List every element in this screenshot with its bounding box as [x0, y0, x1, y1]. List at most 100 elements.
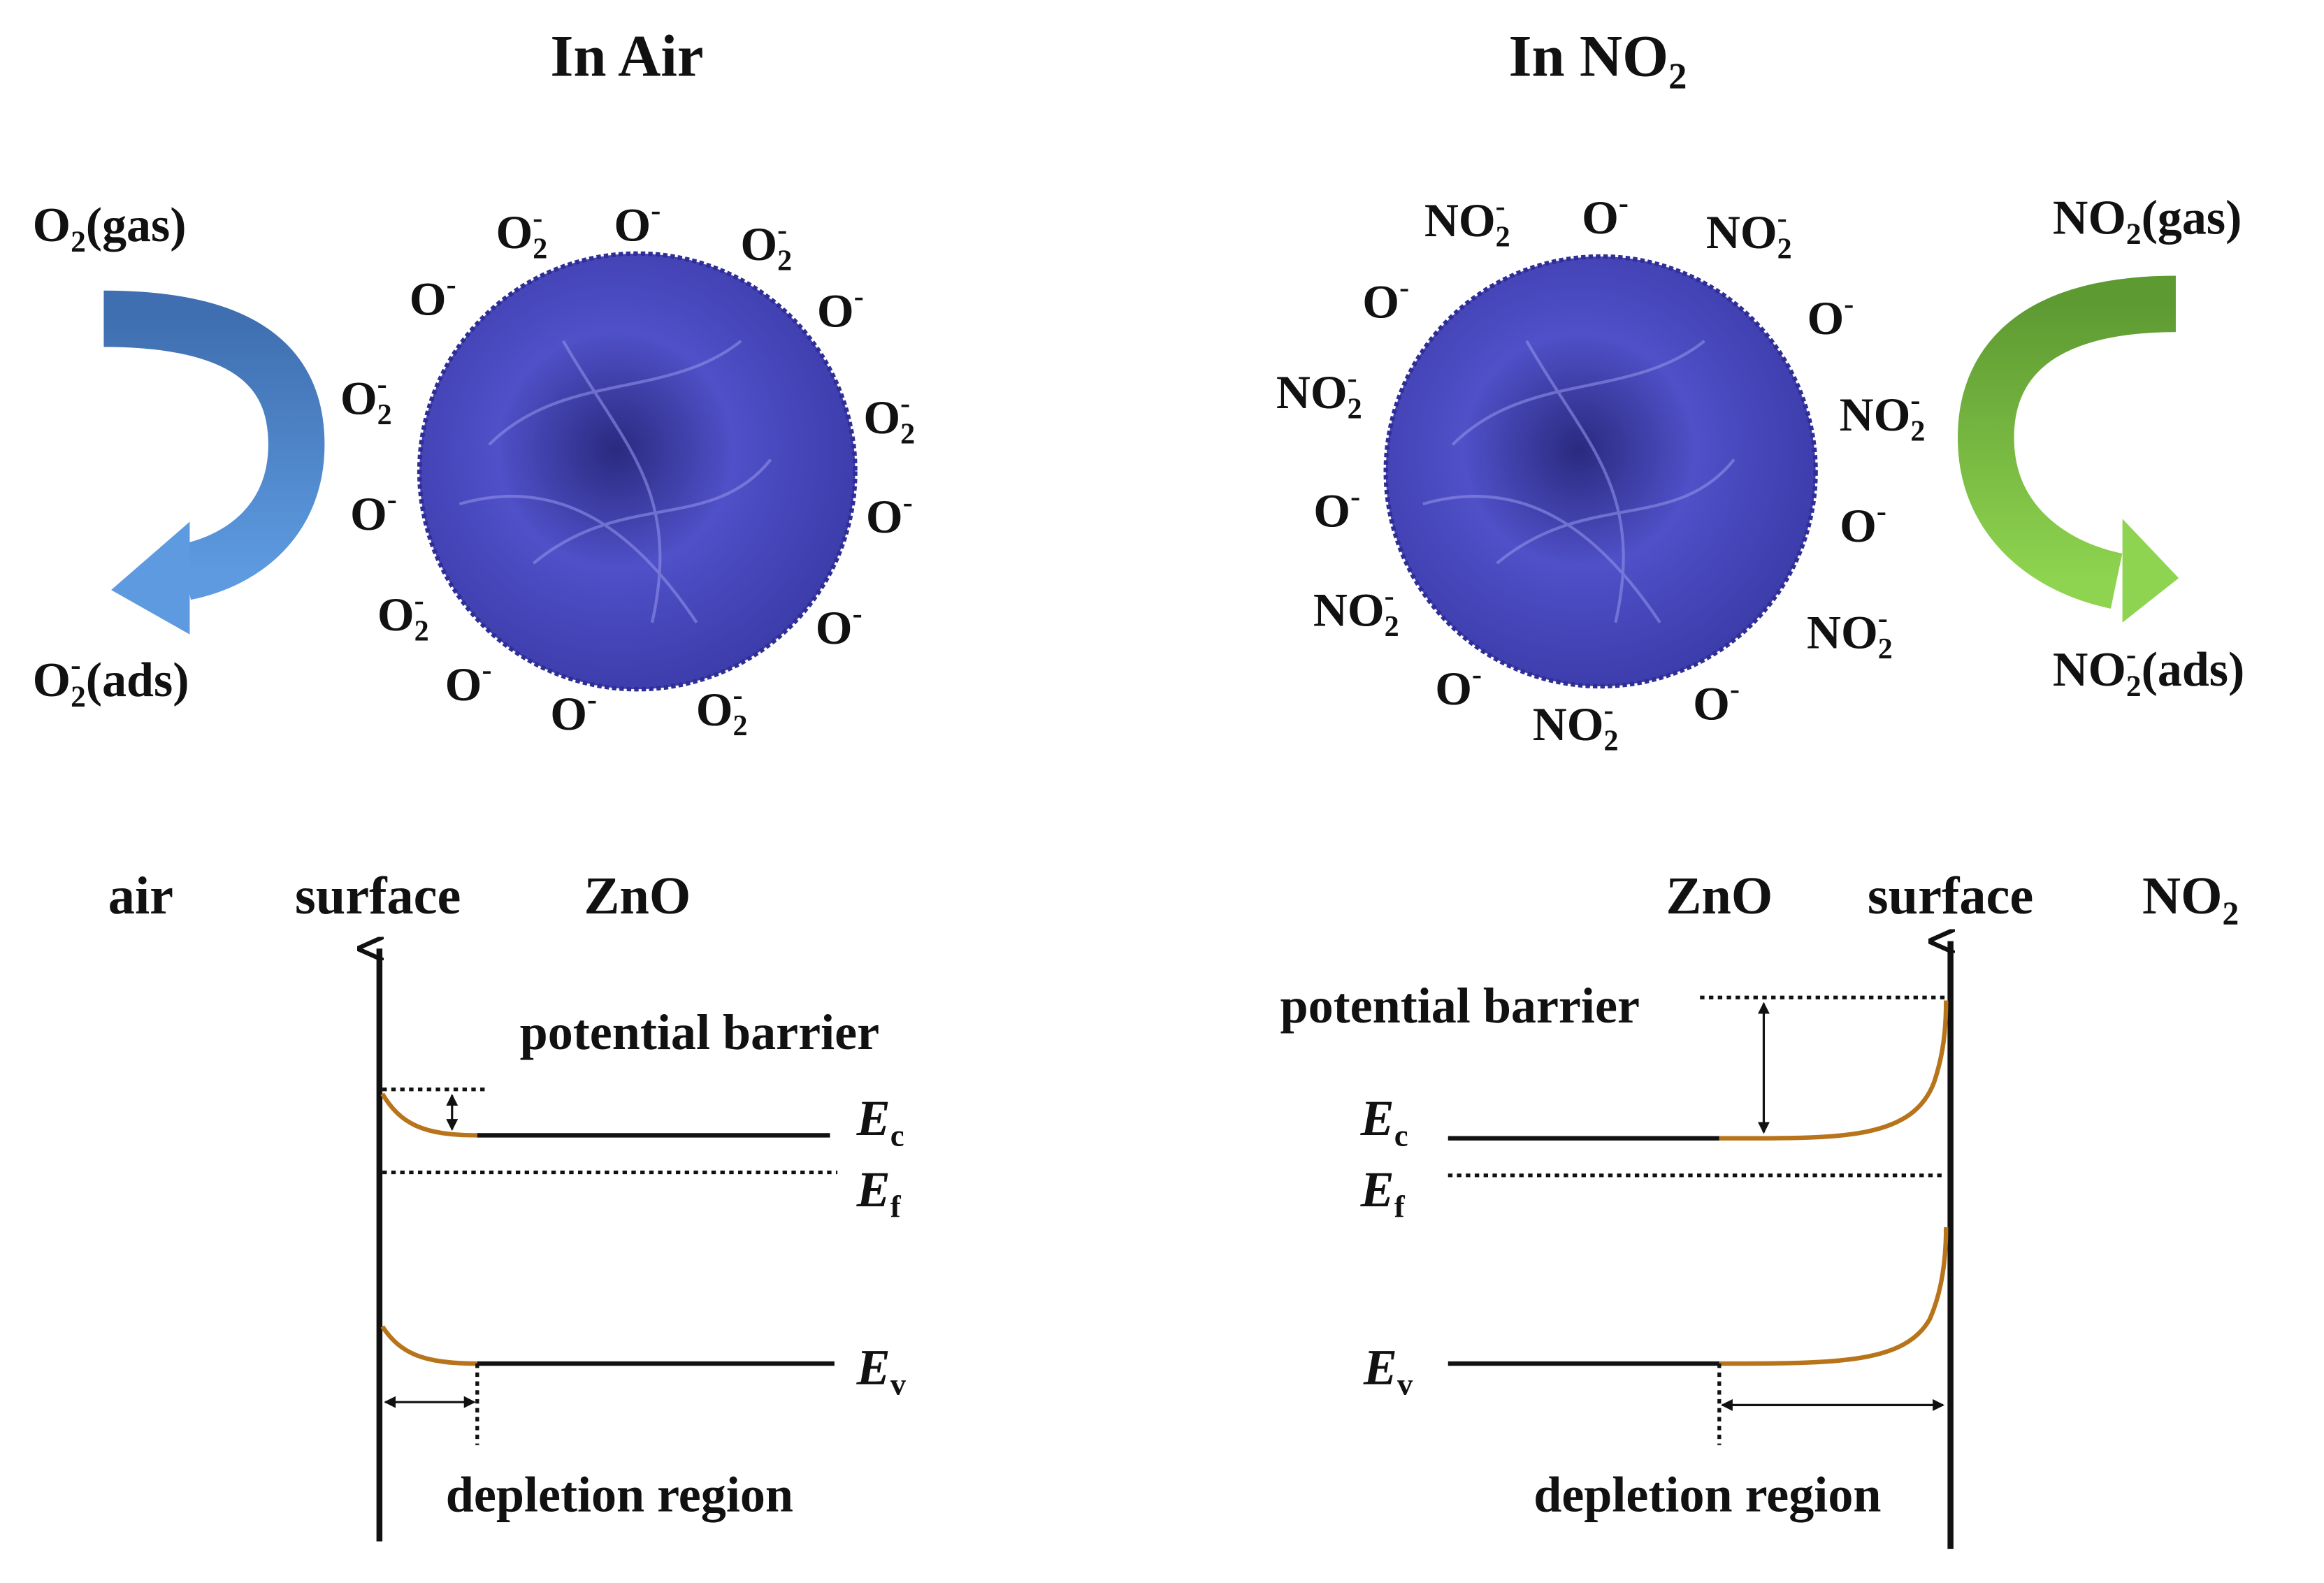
label-segment: 2	[2126, 217, 2142, 251]
label-segment: -	[447, 269, 456, 301]
label-segment: -	[777, 214, 787, 246]
label-segment: -	[903, 486, 913, 519]
label-segment: surface	[1868, 866, 2033, 925]
zno-sphere-right	[1383, 254, 1818, 689]
ion-label: O-	[350, 484, 397, 540]
label-segment: -	[587, 684, 597, 716]
label-segment: 2	[1668, 57, 1687, 97]
label-segment: 2	[733, 710, 748, 742]
label-segment: O	[1313, 485, 1350, 537]
label-segment: O	[614, 198, 651, 251]
surface-label: surface	[1868, 866, 2033, 925]
label-segment: 2	[533, 233, 547, 265]
label-segment: -	[377, 368, 387, 400]
label-segment: 2	[377, 399, 392, 431]
label-segment: f	[1394, 1189, 1406, 1224]
label-segment: O	[496, 206, 533, 259]
label-segment: O	[866, 491, 903, 543]
barrier-label: potential barrier	[1280, 978, 1640, 1034]
label-segment: ZnO	[584, 866, 691, 925]
gas-label: O 2 (gas)	[33, 198, 187, 259]
label-segment: O	[1582, 191, 1619, 244]
ion-label: O-	[410, 269, 456, 326]
label-segment: 2	[1603, 725, 1618, 757]
label-segment: NO	[1313, 584, 1385, 637]
medium-label: air	[108, 866, 173, 925]
zno-sphere-left	[417, 251, 858, 692]
label-segment: O	[1362, 276, 1399, 328]
label-segment: -	[1777, 202, 1787, 234]
ion-label: O-	[866, 486, 913, 543]
gas-label: NO 2 (gas)	[2053, 191, 2242, 251]
label-segment: NO	[2142, 866, 2223, 925]
ion-label: O-	[817, 281, 864, 338]
label-segment: -	[1399, 272, 1409, 304]
label-segment: -	[1878, 602, 1888, 635]
ion-label: O-	[1582, 187, 1629, 244]
label-segment: -	[1844, 288, 1854, 320]
label-segment: 2	[1878, 633, 1893, 665]
material-label: ZnO	[584, 866, 691, 925]
adsorption-arrow-left	[103, 290, 325, 635]
depletion-label: depletion region	[446, 1467, 793, 1523]
label-segment: -	[533, 202, 542, 234]
label-segment: -	[1472, 658, 1482, 691]
ion-label: O-	[1362, 272, 1409, 328]
label-segment: -	[1348, 362, 1357, 394]
label-segment: E	[1363, 1339, 1397, 1395]
ion-label: O-	[1435, 658, 1482, 715]
label-segment: -	[387, 484, 397, 516]
label-segment: (gas)	[86, 198, 187, 252]
label-segment: E	[856, 1090, 890, 1146]
label-segment: O	[377, 588, 414, 641]
label-segment: potential barrier	[1280, 978, 1640, 1034]
ads-label: O 2- (ads)	[33, 648, 189, 713]
label-segment: NO	[2053, 643, 2126, 697]
label-segment: -	[1603, 694, 1613, 726]
label-segment: depletion region	[446, 1467, 793, 1523]
adsorption-arrow-right	[1958, 275, 2179, 623]
ion-label: O 2-	[340, 368, 392, 431]
label-segment: 2	[2126, 670, 2142, 703]
label-segment: E	[1360, 1090, 1394, 1146]
label-segment: air	[108, 866, 173, 925]
label-segment: E	[856, 1162, 890, 1217]
ion-label: O-	[816, 598, 863, 655]
ion-label: O-	[1840, 496, 1886, 552]
ion-label: O 2-	[377, 584, 429, 647]
ion-label: O-	[1313, 481, 1360, 537]
label-segment: NO	[1424, 194, 1496, 247]
label-segment: 2	[414, 616, 429, 648]
label-segment: 2	[1348, 393, 1362, 425]
ion-label: O-	[445, 654, 492, 711]
label-segment: -	[900, 387, 910, 419]
label-segment: ZnO	[1666, 866, 1773, 925]
ads-label: NO 2- (ads)	[2053, 637, 2244, 702]
label-segment: -	[1496, 190, 1506, 222]
label-segment: O	[410, 273, 447, 325]
medium-label: NO 2	[2142, 866, 2239, 932]
band-diagram-right	[1448, 941, 1951, 1549]
label-segment: -	[414, 584, 424, 616]
label-segment: v	[890, 1367, 907, 1402]
barrier-label: potential barrier	[520, 1004, 879, 1060]
label-segment: -	[2126, 637, 2136, 671]
label-segment: -	[651, 195, 661, 227]
label-segment: In Air	[550, 24, 703, 89]
label-segment: NO	[1276, 366, 1348, 419]
label-segment: -	[1877, 496, 1886, 528]
label-segment: 2	[900, 418, 915, 450]
label-segment: -	[1385, 580, 1394, 612]
label-segment: O	[340, 372, 377, 424]
ion-label: NO 2-	[1706, 202, 1792, 265]
label-segment: NO	[2053, 191, 2126, 245]
panel-title: In Air	[550, 24, 703, 89]
label-segment: 2	[1910, 415, 1925, 447]
material-label: ZnO	[1666, 866, 1773, 925]
label-segment: f	[890, 1189, 902, 1224]
